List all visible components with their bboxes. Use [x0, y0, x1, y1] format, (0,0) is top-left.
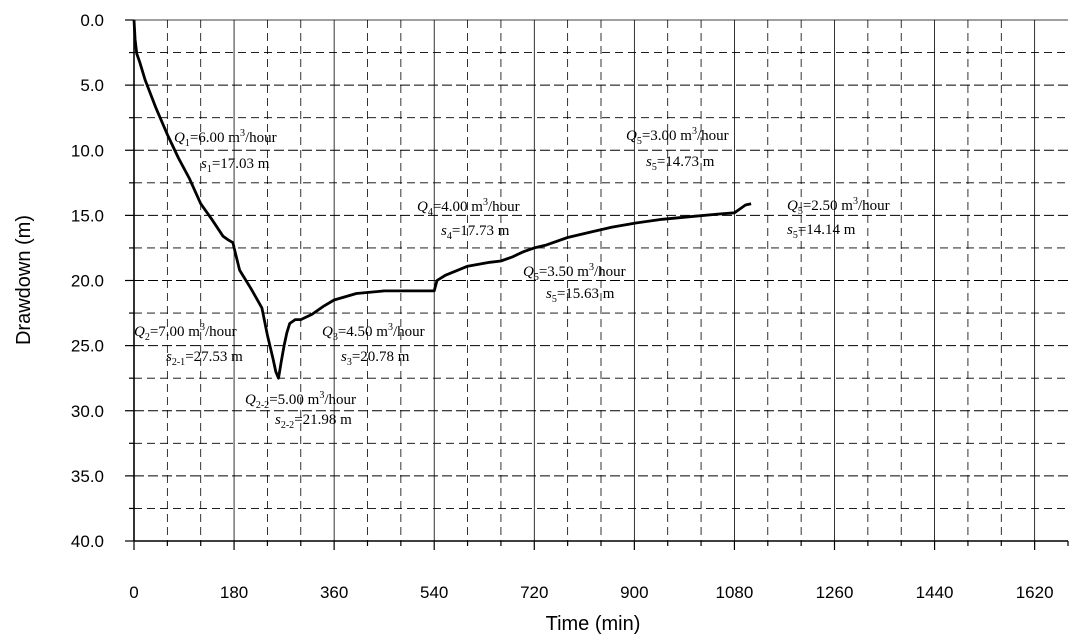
annotation-5: Q4=4.00 m3/hour s4=17.73 m	[417, 197, 520, 242]
minor-grid	[134, 20, 1068, 541]
annotation-flow-rate: Q4=4.00 m3/hour	[417, 197, 520, 218]
y-tick-label: 15.0	[71, 206, 104, 225]
annotation-8: Q5=2.50 m3/hour s5=14.14 m	[787, 196, 890, 241]
annotation-flow-rate: Q5=2.50 m3/hour	[787, 196, 890, 217]
x-tick-label: 1260	[816, 583, 854, 602]
annotation-2: Q2=7.00 m3/hour s2-1=27.53 m	[134, 322, 243, 368]
x-tick-label: 1080	[716, 583, 754, 602]
major-grid	[134, 20, 1068, 541]
annotation-flow-rate: Q1=6.00 m3/hour	[174, 128, 277, 149]
y-tick-label: 25.0	[71, 337, 104, 356]
y-tick-label: 0.0	[80, 11, 104, 30]
annotation-drawdown: s2-1=27.53 m	[166, 349, 243, 368]
annotation-6: Q5=3.50 m3/hour s5=15.63 m	[523, 262, 626, 305]
y-tick-label: 40.0	[71, 532, 104, 551]
annotation-7: Q5=3.00 m3/hour s5=14.73 m	[626, 126, 729, 173]
annotation-4: Q3=4.50 m3/hour s3=20.78 m	[322, 322, 425, 368]
y-axis-title: Drawdown (m)	[13, 215, 35, 345]
annotation-flow-rate: Q2=7.00 m3/hour	[134, 322, 237, 343]
x-tick-label: 720	[520, 583, 548, 602]
drawdown-series-line	[132, 19, 752, 380]
annotation-drawdown: s4=17.73 m	[441, 223, 510, 242]
annotation-1: Q1=6.00 m3/hour s1=17.03 m	[174, 128, 277, 175]
x-tick-label: 180	[220, 583, 248, 602]
x-axis-title: Time (min)	[546, 613, 641, 635]
y-tick-label: 35.0	[71, 467, 104, 486]
x-tick-label: 360	[320, 583, 348, 602]
annotation-flow-rate: Q2-2=5.00 m3/hour	[245, 390, 356, 411]
annotation-drawdown: s3=20.78 m	[341, 349, 410, 368]
y-tick-label: 5.0	[80, 76, 104, 95]
annotation-flow-rate: Q5=3.00 m3/hour	[626, 126, 729, 147]
annotation-drawdown: s5=14.14 m	[787, 222, 856, 241]
annotation-flow-rate: Q5=3.50 m3/hour	[523, 262, 626, 283]
annotation-flow-rate: Q3=4.50 m3/hour	[322, 322, 425, 343]
x-tick-label: 1440	[916, 583, 954, 602]
annotation-drawdown: s5=14.73 m	[646, 154, 715, 173]
x-tick-label: 1620	[1016, 583, 1054, 602]
annotations: Q1=6.00 m3/hour s1=17.03 m Q2=7.00 m3/hour…	[134, 126, 890, 431]
x-tick-label: 900	[620, 583, 648, 602]
y-tick-label: 20.0	[71, 272, 104, 291]
tick-marks	[125, 19, 1069, 550]
x-tick-label: 540	[420, 583, 448, 602]
y-tick-labels: 0.0 5.0 10.0 15.0 20.0 25.0 30.0 35.0 40.0	[71, 11, 104, 551]
annotation-drawdown: s1=17.03 m	[201, 156, 270, 175]
annotation-drawdown: s5=15.63 m	[546, 286, 615, 305]
y-tick-label: 10.0	[71, 141, 104, 160]
y-tick-label: 30.0	[71, 402, 104, 421]
annotation-drawdown: s2-2=21.98 m	[275, 412, 352, 431]
x-tick-label: 0	[129, 583, 138, 602]
x-tick-labels: 0 180 360 540 720 900 1080 1260 1440 1620	[129, 583, 1053, 602]
